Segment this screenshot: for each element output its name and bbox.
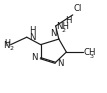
Text: N: N — [50, 29, 57, 38]
Text: 2: 2 — [10, 46, 14, 51]
Text: NH: NH — [56, 22, 69, 31]
Text: 3: 3 — [89, 54, 93, 59]
Text: N: N — [31, 53, 38, 62]
Text: H: H — [4, 39, 10, 48]
Text: N: N — [3, 41, 10, 50]
Text: H: H — [29, 26, 36, 35]
Text: 2: 2 — [62, 28, 65, 33]
Text: Cl: Cl — [73, 4, 82, 13]
Text: CH: CH — [84, 48, 97, 57]
Text: N: N — [57, 59, 64, 68]
Text: N: N — [29, 33, 35, 42]
Text: H: H — [65, 16, 72, 25]
